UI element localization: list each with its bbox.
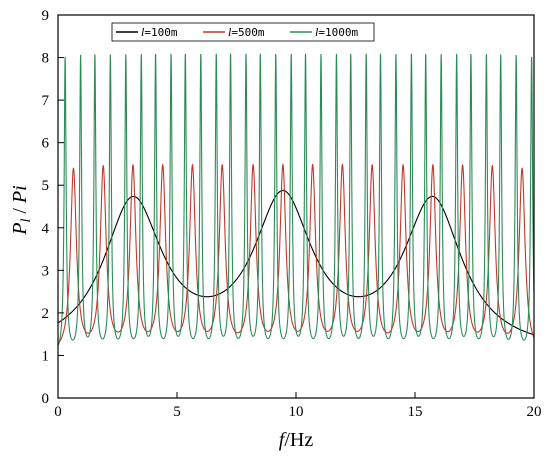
y-axis-title-sep: / bbox=[9, 203, 31, 219]
y-tick-label: 2 bbox=[42, 306, 50, 322]
y-axis-title-den: Pi bbox=[9, 185, 31, 204]
x-axis-title-unit: /Hz bbox=[284, 429, 313, 451]
legend-items: l=100m l=500m l=1000m bbox=[116, 25, 358, 39]
legend-label-2: l=500m bbox=[228, 25, 265, 39]
legend-box bbox=[111, 22, 375, 42]
y-axis-title-p: P bbox=[9, 223, 31, 236]
y-tick-label: 0 bbox=[42, 391, 50, 407]
x-tick-label: 20 bbox=[527, 404, 542, 420]
y-axis-title: Pl / Pi bbox=[9, 185, 34, 235]
series-line-3 bbox=[57, 53, 535, 346]
x-tick-label: 15 bbox=[408, 404, 423, 420]
y-axis-title-sub: l bbox=[19, 219, 34, 223]
legend-label-1: l=100m bbox=[141, 25, 178, 39]
y-tick-label: 7 bbox=[42, 93, 50, 109]
y-tick-label: 9 bbox=[42, 8, 50, 24]
y-tick-label: 3 bbox=[42, 263, 50, 279]
legend-label-3: l=1000m bbox=[315, 25, 358, 39]
x-axis-title-var: f bbox=[279, 429, 287, 451]
legend: l=100m l=500m l=1000m bbox=[111, 22, 375, 42]
x-axis-title: f/Hz bbox=[279, 429, 314, 451]
x-tick-label: 10 bbox=[289, 404, 304, 420]
y-tick-label: 4 bbox=[42, 221, 50, 237]
y-tick-label: 5 bbox=[42, 178, 50, 194]
y-tick-label: 1 bbox=[42, 348, 50, 364]
series-layer bbox=[57, 53, 535, 346]
x-tick-label: 5 bbox=[173, 404, 181, 420]
x-tick-label: 0 bbox=[54, 404, 62, 420]
y-tick-label: 6 bbox=[42, 136, 50, 152]
y-tick-label: 8 bbox=[42, 51, 50, 67]
ticks-layer: 0 5 10 15 20 0 1 2 3 4 5 6 7 8 9 bbox=[42, 8, 542, 420]
